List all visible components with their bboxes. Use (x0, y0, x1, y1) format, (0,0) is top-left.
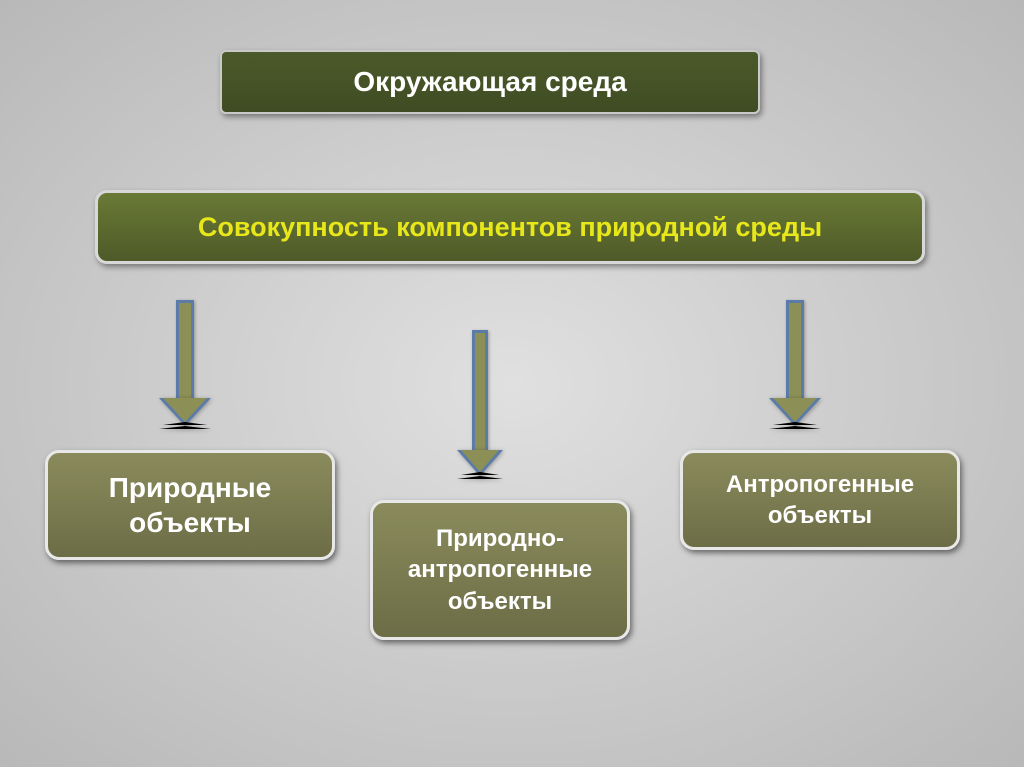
arrow-right-body (786, 300, 804, 398)
leaf-anthro: Антропогенные объекты (680, 450, 960, 550)
arrow-left-body (176, 300, 194, 398)
leaf-natural: Природные объекты (45, 450, 335, 560)
leaf-mixed: Природно-антропогенные объекты (370, 500, 630, 640)
title-box-label: Окружающая среда (353, 66, 626, 98)
arrow-middle (457, 330, 503, 476)
arrow-middle-body (472, 330, 488, 450)
title-box: Окружающая среда (220, 50, 760, 114)
leaf-natural-label: Природные объекты (60, 470, 320, 540)
leaf-anthro-label: Антропогенные объекты (695, 469, 945, 531)
subtitle-box: Совокупность компонентов природной среды (95, 190, 925, 264)
arrow-left (159, 300, 211, 426)
subtitle-box-label: Совокупность компонентов природной среды (198, 212, 822, 243)
leaf-mixed-label: Природно-антропогенные объекты (385, 523, 615, 617)
arrow-right (769, 300, 821, 426)
